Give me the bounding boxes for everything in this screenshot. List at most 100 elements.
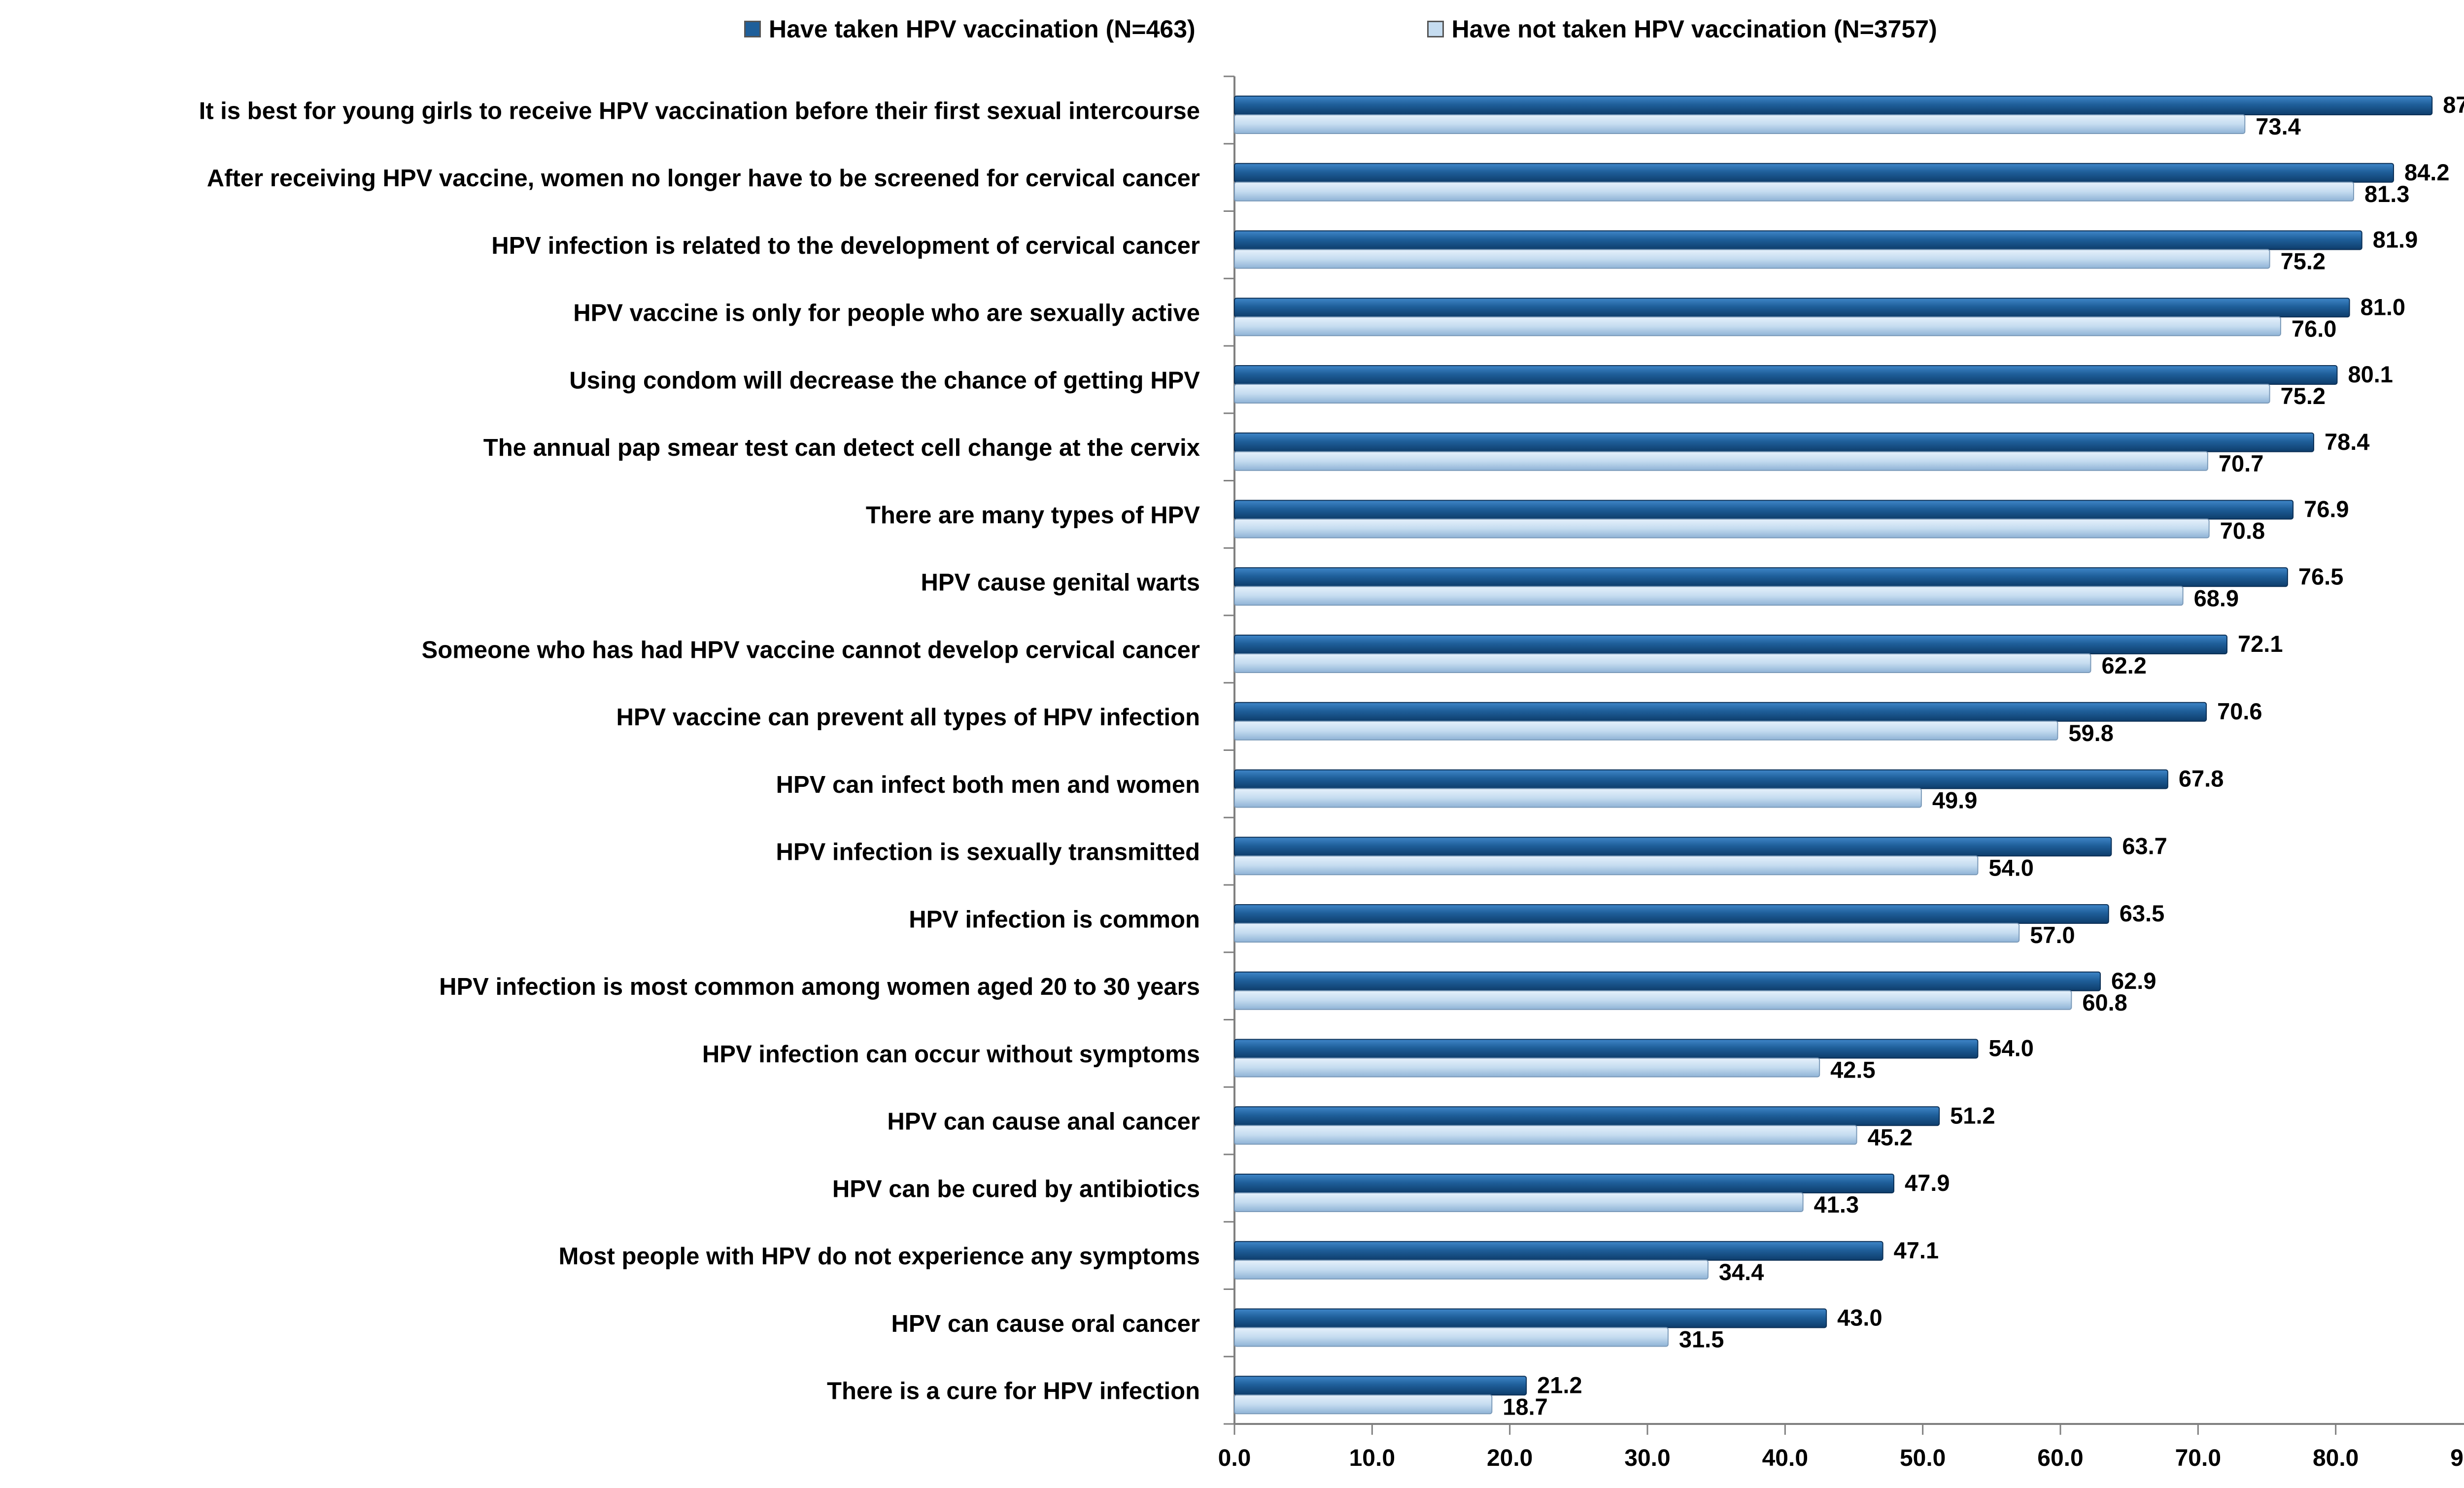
category-label: HPV infection is sexually transmitted [776,839,1200,866]
value-label-not-vaccinated: 73.4 [2256,113,2300,139]
x-tick-label: 80.0 [2313,1445,2359,1471]
bar-vaccinated [1234,432,2314,452]
value-label-vaccinated: 47.1 [1894,1237,1939,1263]
legend-label-vaccinated: Have taken HPV vaccination (N=463) [769,15,1196,43]
bar-not-vaccinated [1234,788,1922,808]
value-label-vaccinated: 81.9 [2373,227,2418,253]
category-label: HPV vaccine is only for people who are s… [573,300,1200,327]
value-label-not-vaccinated: 60.8 [2082,989,2127,1015]
value-label-not-vaccinated: 75.2 [2281,383,2326,409]
value-label-vaccinated: 62.9 [2111,968,2156,994]
x-tick-label: 10.0 [1349,1445,1395,1471]
value-label-not-vaccinated: 34.4 [1719,1259,1764,1285]
x-tick-label: 60.0 [2037,1445,2083,1471]
bar-not-vaccinated [1234,451,2208,471]
value-label-not-vaccinated: 81.3 [2364,181,2409,207]
bar-vaccinated [1234,1106,1940,1126]
bar-vaccinated [1234,1308,1827,1328]
bar-not-vaccinated [1234,316,2281,337]
bar-not-vaccinated [1234,249,2270,269]
bar-vaccinated [1234,298,2350,318]
value-label-vaccinated: 51.2 [1950,1102,1995,1128]
value-label-vaccinated: 81.0 [2361,294,2405,320]
bar-not-vaccinated [1234,114,2246,134]
value-label-vaccinated: 47.9 [1905,1170,1950,1196]
bar-not-vaccinated [1234,1125,1857,1145]
bar-not-vaccinated [1234,990,2072,1010]
value-label-vaccinated: 84.2 [2404,159,2449,185]
bar-vaccinated [1234,1174,1895,1193]
value-label-not-vaccinated: 18.7 [1503,1393,1547,1420]
value-label-vaccinated: 76.5 [2298,563,2343,589]
x-tick-label: 90.0 [2450,1445,2464,1471]
category-label: There is a cure for HPV infection [827,1378,1200,1405]
value-label-vaccinated: 70.6 [2217,698,2262,724]
x-tick-label: 0.0 [1218,1445,1251,1471]
bar-vaccinated [1234,837,2112,857]
bar-vaccinated [1234,500,2294,520]
value-label-not-vaccinated: 62.2 [2101,652,2146,678]
bar-vaccinated [1234,230,2362,250]
x-tick-label: 50.0 [1900,1445,1946,1471]
category-label: After receiving HPV vaccine, women no lo… [207,165,1200,192]
category-label: HPV can cause anal cancer [887,1109,1200,1135]
category-label: Someone who has had HPV vaccine cannot d… [422,637,1200,663]
legend-label-not-vaccinated: Have not taken HPV vaccination (N=3757) [1451,15,1937,43]
bar-vaccinated [1234,567,2288,587]
value-label-not-vaccinated: 76.0 [2292,315,2336,341]
bar-not-vaccinated [1234,855,1979,876]
value-label-not-vaccinated: 59.8 [2068,720,2113,746]
bar-vaccinated [1234,163,2394,183]
bar-not-vaccinated [1234,1327,1669,1347]
bar-vaccinated [1234,702,2207,722]
value-label-not-vaccinated: 70.8 [2220,518,2265,544]
x-tick-label: 20.0 [1487,1445,1533,1471]
bar-not-vaccinated [1234,653,2091,673]
value-label-not-vaccinated: 70.7 [2219,450,2263,476]
bar-vaccinated [1234,96,2433,115]
bar-not-vaccinated [1234,586,2184,606]
legend-item-vaccinated: Have taken HPV vaccination (N=463) [744,15,1196,43]
value-label-not-vaccinated: 42.5 [1830,1057,1875,1083]
value-label-vaccinated: 80.1 [2348,361,2393,387]
value-label-vaccinated: 21.2 [1537,1372,1582,1398]
category-label: HPV infection is related to the developm… [491,233,1200,259]
bar-vaccinated [1234,635,2227,654]
category-label: HPV infection is common [909,906,1200,933]
bar-not-vaccinated [1234,923,2020,943]
bar-vaccinated [1234,1039,1979,1059]
value-label-not-vaccinated: 75.2 [2281,248,2326,274]
value-label-vaccinated: 54.0 [1988,1035,2033,1061]
bar-not-vaccinated [1234,1259,1709,1280]
category-label: Using condom will decrease the chance of… [569,367,1200,394]
value-label-vaccinated: 67.8 [2179,766,2224,792]
bar-not-vaccinated [1234,181,2354,202]
bar-vaccinated [1234,1241,1883,1261]
category-label: HPV infection is most common among women… [439,974,1200,1000]
category-label: The annual pap smear test can detect cel… [483,435,1200,461]
category-label: There are many types of HPV [866,502,1200,529]
category-label: HPV cause genital warts [921,570,1200,596]
bar-not-vaccinated [1234,720,2058,741]
value-label-not-vaccinated: 45.2 [1868,1124,1913,1150]
category-label: HPV vaccine can prevent all types of HPV… [616,704,1200,731]
legend-item-not-vaccinated: Have not taken HPV vaccination (N=3757) [1427,15,1937,43]
x-tick-label: 40.0 [1762,1445,1808,1471]
category-label: HPV can infect both men and women [776,772,1200,798]
value-label-vaccinated: 63.7 [2122,833,2167,859]
value-label-not-vaccinated: 49.9 [1932,787,1977,813]
category-label: HPV infection can occur without symptoms [702,1041,1200,1068]
category-label: HPV can cause oral cancer [891,1311,1200,1337]
bar-vaccinated [1234,1376,1527,1396]
bar-vaccinated [1234,769,2168,789]
legend-swatch-vaccinated [744,21,761,37]
bar-not-vaccinated [1234,1057,1820,1078]
category-label: It is best for young girls to receive HP… [199,98,1200,124]
value-label-not-vaccinated: 41.3 [1814,1191,1859,1217]
value-label-vaccinated: 87.0 [2443,92,2464,118]
bar-not-vaccinated [1234,1192,1804,1212]
bar-vaccinated [1234,971,2101,991]
value-label-not-vaccinated: 54.0 [1988,854,2033,880]
legend-swatch-not-vaccinated [1427,21,1444,37]
